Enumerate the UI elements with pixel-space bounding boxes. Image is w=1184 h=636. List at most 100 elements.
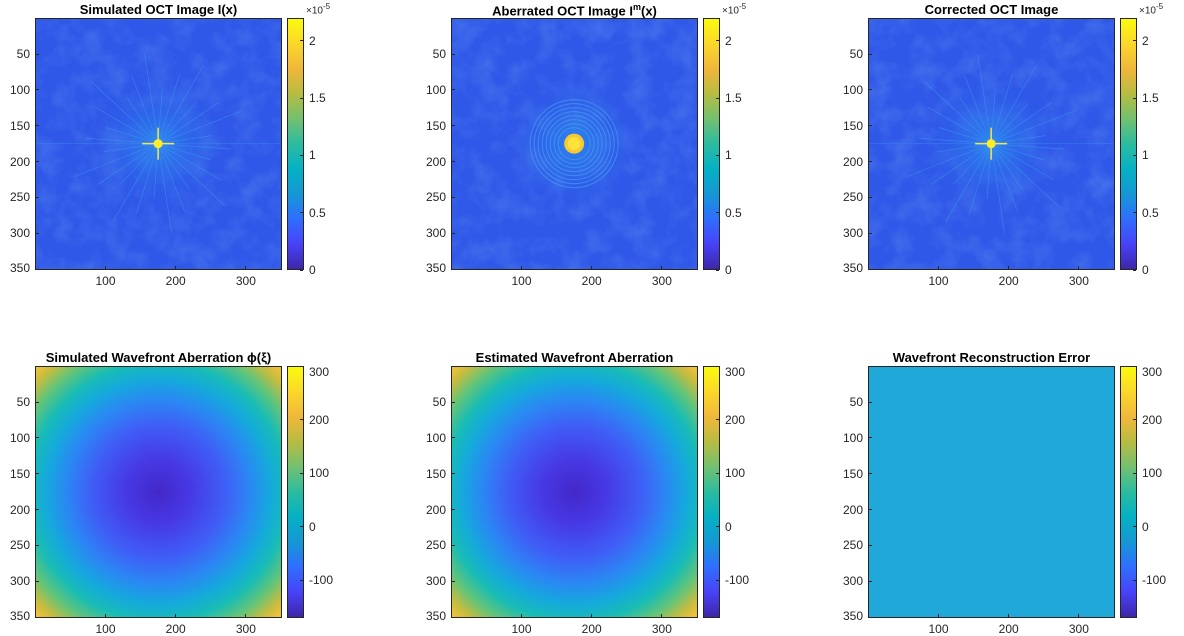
colorbar-tick-label: 300 xyxy=(725,365,746,379)
colorbar-tick-label: 0 xyxy=(309,263,316,277)
x-tick-mark xyxy=(104,614,106,617)
colorbar-tick-mark xyxy=(300,269,303,271)
colorbar-tick-mark xyxy=(300,365,303,367)
colorbar-tick-mark xyxy=(1133,419,1136,421)
colorbar xyxy=(703,366,720,618)
y-tick-label: 300 xyxy=(842,574,863,589)
colorbar-tick-mark xyxy=(300,40,303,42)
y-tick-mark xyxy=(869,232,872,234)
y-tick-label: 350 xyxy=(9,609,30,623)
x-tick-mark xyxy=(175,266,177,269)
y-tick-mark xyxy=(36,473,39,475)
x-tick-mark xyxy=(245,614,247,617)
colorbar-tick-label: 0 xyxy=(725,263,732,277)
y-tick-mark xyxy=(36,616,39,618)
colorbar-tick-mark xyxy=(716,419,719,421)
panel-title: Aberrated OCT Image Im(x) xyxy=(492,2,657,18)
y-tick-mark xyxy=(452,196,455,198)
y-tick-label: 100 xyxy=(842,82,863,97)
colorbar-tick-mark xyxy=(716,579,719,581)
y-tick-mark xyxy=(452,509,455,511)
heatmap-image xyxy=(869,367,1114,617)
y-tick-mark xyxy=(452,125,455,127)
y-tick-mark xyxy=(869,473,872,475)
x-tick-mark xyxy=(1008,266,1010,269)
y-tick-mark xyxy=(36,401,39,403)
panel-title-text: Simulated OCT Image I(x) xyxy=(79,2,238,17)
colorbar-tick-mark xyxy=(300,579,303,581)
colorbar-exponent-power: -5 xyxy=(322,2,331,11)
x-tick-label: 200 xyxy=(581,622,602,636)
colorbar-tick-label: 0 xyxy=(309,519,316,534)
colorbar-tick-mark xyxy=(1133,526,1136,528)
x-tick-label: 100 xyxy=(928,274,949,288)
y-tick-mark xyxy=(869,544,872,546)
y-tick-mark xyxy=(452,401,455,403)
y-tick-mark xyxy=(36,437,39,439)
x-tick-label: 200 xyxy=(998,622,1019,636)
y-tick-label: 50 xyxy=(849,47,863,62)
colorbar-tick-mark xyxy=(300,212,303,214)
y-tick-mark xyxy=(36,509,39,511)
colorbar-tick-label: 0.5 xyxy=(309,205,326,220)
x-tick-mark xyxy=(175,614,177,617)
heatmap-image xyxy=(452,19,697,269)
colorbar-tick-label: 0 xyxy=(1142,263,1149,277)
colorbar-tick-label: 1.5 xyxy=(1142,91,1159,106)
y-tick-mark xyxy=(452,268,455,270)
y-tick-label: 150 xyxy=(9,118,30,133)
colorbar-tick-mark xyxy=(300,526,303,528)
panel-title-text: Simulated Wavefront Aberration ϕ(ξ) xyxy=(45,350,272,365)
colorbar-exponent-power: -5 xyxy=(1155,2,1164,11)
x-tick-mark xyxy=(245,266,247,269)
colorbar xyxy=(703,18,720,270)
psf-ring xyxy=(529,99,619,189)
y-tick-mark xyxy=(452,89,455,91)
colorbar-tick-mark xyxy=(716,154,719,156)
y-tick-mark xyxy=(452,161,455,163)
y-tick-mark xyxy=(452,544,455,546)
y-tick-label: 50 xyxy=(849,395,863,410)
colorbar-tick-mark xyxy=(716,526,719,528)
colorbar-exponent-base: ×10 xyxy=(1139,5,1156,17)
colorbar-tick-mark xyxy=(1133,212,1136,214)
panel-title: Corrected OCT Image xyxy=(925,2,1059,17)
x-tick-label: 300 xyxy=(1068,274,1089,288)
y-tick-mark xyxy=(869,89,872,91)
heatmap-axes xyxy=(451,18,698,270)
colorbar-tick-mark xyxy=(300,472,303,474)
y-tick-label: 200 xyxy=(9,154,30,169)
x-tick-label: 200 xyxy=(165,622,186,636)
y-tick-mark xyxy=(452,473,455,475)
colorbar-exponent-base: ×10 xyxy=(722,5,739,17)
y-tick-mark xyxy=(869,580,872,582)
y-tick-label: 200 xyxy=(842,502,863,517)
y-tick-label: 300 xyxy=(842,226,863,241)
y-tick-label: 300 xyxy=(9,226,30,241)
colorbar-tick-label: 300 xyxy=(1142,365,1163,379)
y-tick-label: 350 xyxy=(842,609,863,623)
error-surface xyxy=(869,367,1114,617)
colorbar-tick-mark xyxy=(1133,472,1136,474)
y-tick-label: 300 xyxy=(425,574,446,589)
colorbar-tick-mark xyxy=(1133,40,1136,42)
x-tick-label: 200 xyxy=(998,274,1019,288)
y-tick-mark xyxy=(452,53,455,55)
x-tick-mark xyxy=(591,614,593,617)
y-tick-mark xyxy=(452,437,455,439)
y-tick-mark xyxy=(452,616,455,618)
y-tick-label: 350 xyxy=(425,609,446,623)
y-tick-mark xyxy=(36,125,39,127)
colorbar-tick-label: 300 xyxy=(309,365,330,379)
y-tick-label: 150 xyxy=(425,466,446,481)
y-tick-label: 100 xyxy=(842,430,863,445)
y-tick-mark xyxy=(36,196,39,198)
y-tick-mark xyxy=(869,196,872,198)
y-tick-mark xyxy=(36,53,39,55)
panel-title: Wavefront Reconstruction Error xyxy=(893,350,1090,365)
colorbar-tick-mark xyxy=(1133,97,1136,99)
y-tick-label: 200 xyxy=(842,154,863,169)
colorbar-tick-label: 1.5 xyxy=(309,91,326,106)
x-tick-mark xyxy=(520,266,522,269)
y-tick-mark xyxy=(869,437,872,439)
